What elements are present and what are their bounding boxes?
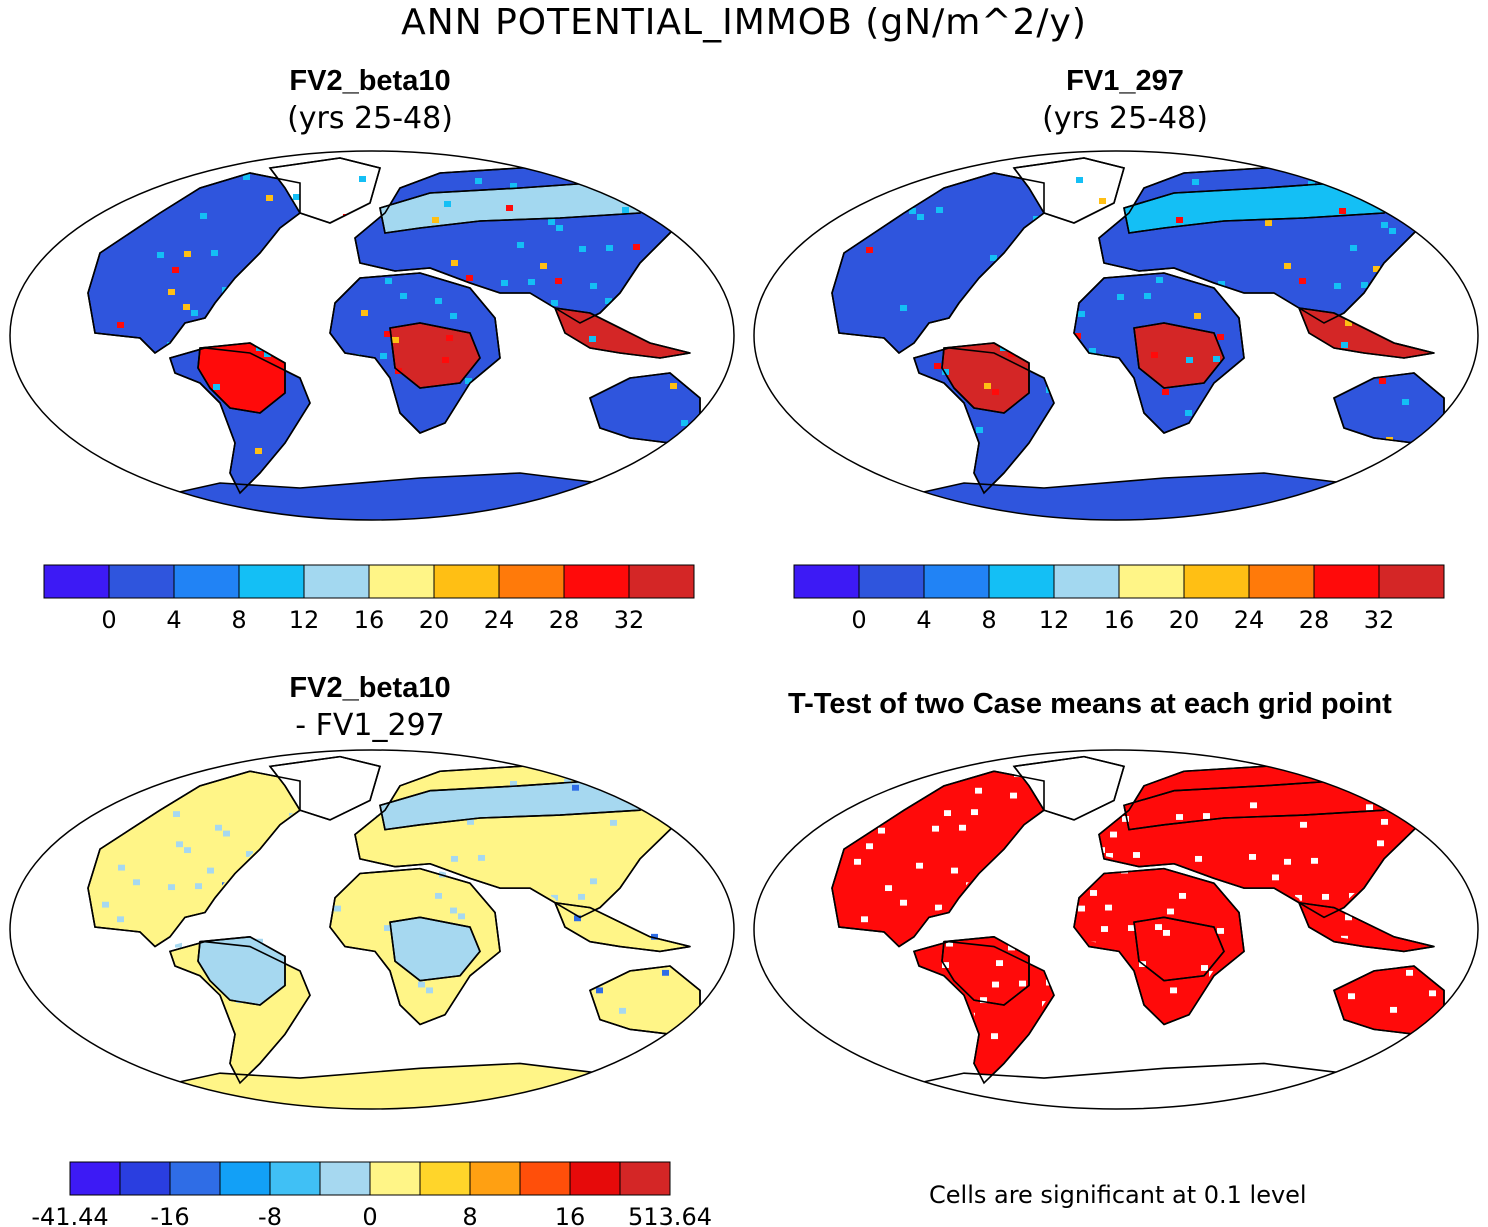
colorbar-box bbox=[619, 1161, 671, 1196]
colorbar-box bbox=[569, 1161, 621, 1196]
colorbar-box bbox=[988, 564, 1055, 599]
colorbar-label: 8 bbox=[231, 606, 246, 634]
panel-years: (yrs 25-48) bbox=[287, 101, 453, 136]
map-frame bbox=[753, 150, 1479, 521]
colorbar-box bbox=[1118, 564, 1185, 599]
colorbar-box bbox=[1248, 564, 1315, 599]
colorbar-label: 16 bbox=[354, 606, 385, 634]
colorbar-label: 12 bbox=[1039, 606, 1070, 634]
map-top-left bbox=[9, 150, 735, 521]
colorbar-label: 28 bbox=[549, 606, 580, 634]
colorbar-label: -16 bbox=[150, 1203, 189, 1227]
colorbar-label: 0 bbox=[362, 1203, 377, 1227]
colorbar-box bbox=[173, 564, 240, 599]
colorbar-label: 28 bbox=[1299, 606, 1330, 634]
colorbar-label: 32 bbox=[614, 606, 645, 634]
colorbar-box bbox=[1183, 564, 1250, 599]
colorbar-label: 4 bbox=[916, 606, 931, 634]
colorbar-label: 16 bbox=[555, 1203, 586, 1227]
colorbar-box bbox=[563, 564, 630, 599]
colorbar-box bbox=[498, 564, 565, 599]
colorbar-box bbox=[793, 564, 860, 599]
colorbar-top-right: 0 4 8 12 16 20 24 28 32 bbox=[793, 564, 1445, 634]
colorbar-box bbox=[858, 564, 925, 599]
colorbar-box bbox=[69, 1161, 121, 1196]
panel-case-name: FV2_beta10 bbox=[289, 65, 451, 97]
colorbar-label: 8 bbox=[981, 606, 996, 634]
map-bottom-right bbox=[753, 749, 1479, 1110]
panel-case-name: FV1_297 bbox=[1066, 65, 1184, 97]
map-frame bbox=[9, 749, 735, 1110]
colorbar-box bbox=[43, 564, 110, 599]
map-frame bbox=[753, 749, 1479, 1110]
panel-title-bottom-left: FV2_beta10 - FV1_297 bbox=[220, 669, 520, 745]
colorbar-box bbox=[1053, 564, 1120, 599]
panel-diff-case: - FV1_297 bbox=[295, 708, 445, 743]
panel-title-top-right: FV1_297 (yrs 25-48) bbox=[975, 62, 1275, 138]
map-frame bbox=[9, 150, 735, 521]
colorbar-label: -8 bbox=[258, 1203, 282, 1227]
colorbar-label: -41.44 bbox=[31, 1203, 108, 1227]
colorbar-box bbox=[1378, 564, 1445, 599]
colorbar-label: 4 bbox=[166, 606, 181, 634]
colorbar-box bbox=[269, 1161, 321, 1196]
colorbar-box bbox=[119, 1161, 171, 1196]
colorbar-box bbox=[923, 564, 990, 599]
colorbar-box bbox=[169, 1161, 221, 1196]
colorbar-label: 24 bbox=[484, 606, 515, 634]
colorbar-box bbox=[368, 564, 435, 599]
colorbar-bottom-left: -41.44 -16 -8 0 8 16 513.64 bbox=[31, 1161, 712, 1227]
colorbar-label: 513.64 bbox=[628, 1203, 712, 1227]
colorbar-box bbox=[219, 1161, 271, 1196]
significance-note: Cells are significant at 0.1 level bbox=[929, 1181, 1307, 1209]
colorbar-label: 32 bbox=[1364, 606, 1395, 634]
panel-title-bottom-right: T-Test of two Case means at each grid po… bbox=[788, 688, 1392, 720]
map-top-right bbox=[753, 150, 1479, 521]
colorbar-label: 0 bbox=[851, 606, 866, 634]
colorbar-box bbox=[628, 564, 695, 599]
panel-years: (yrs 25-48) bbox=[1042, 101, 1208, 136]
colorbar-box bbox=[1313, 564, 1380, 599]
colorbar-label: 24 bbox=[1234, 606, 1265, 634]
colorbar-box bbox=[469, 1161, 521, 1196]
panel-title-top-left: FV2_beta10 (yrs 25-48) bbox=[220, 62, 520, 138]
colorbar-box bbox=[519, 1161, 571, 1196]
colorbar-box bbox=[369, 1161, 421, 1196]
colorbar-box bbox=[108, 564, 175, 599]
colorbar-top-left: 0 4 8 12 16 20 24 28 32 bbox=[43, 564, 695, 634]
colorbar-box bbox=[419, 1161, 471, 1196]
colorbar-box bbox=[303, 564, 370, 599]
colorbar-box bbox=[433, 564, 500, 599]
colorbar-label: 12 bbox=[289, 606, 320, 634]
colorbar-box bbox=[238, 564, 305, 599]
colorbar-label: 20 bbox=[1169, 606, 1200, 634]
map-bottom-left bbox=[9, 749, 735, 1110]
colorbar-label: 0 bbox=[101, 606, 116, 634]
colorbar-label: 16 bbox=[1104, 606, 1135, 634]
colorbar-box bbox=[319, 1161, 371, 1196]
panel-case-name: FV2_beta10 bbox=[289, 672, 451, 704]
figure-title: ANN POTENTIAL_IMMOB (gN/m^2/y) bbox=[401, 2, 1087, 43]
colorbar-label: 8 bbox=[462, 1203, 477, 1227]
colorbar-label: 20 bbox=[419, 606, 450, 634]
